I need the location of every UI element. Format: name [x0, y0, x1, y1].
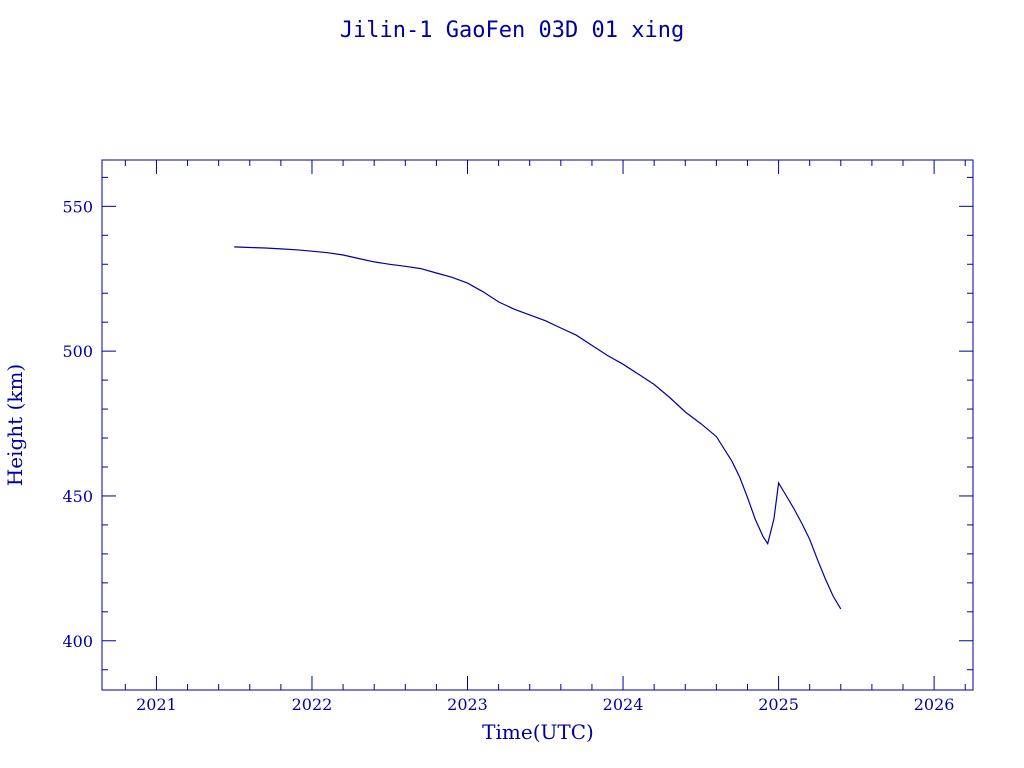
series-line: [234, 246, 842, 610]
x-tick-label: 2022: [292, 695, 333, 714]
x-tick-label: 2021: [136, 695, 177, 714]
x-tick-label: 2025: [758, 695, 799, 714]
x-axis-label: Time(UTC): [482, 720, 594, 744]
x-tick-labels: 2021 2022 2023 2024 2025 2026: [136, 695, 954, 714]
y-tick-label: 550: [62, 197, 93, 216]
y-tick-label: 500: [62, 342, 93, 361]
y-tick-label: 400: [62, 632, 93, 651]
axis-ticks: [102, 160, 973, 690]
x-tick-label: 2023: [447, 695, 488, 714]
x-tick-label: 2026: [914, 695, 955, 714]
plot-frame: [101, 159, 974, 691]
x-tick-label: 2024: [603, 695, 644, 714]
chart-title: Jilin-1 GaoFen 03D 01 xing: [340, 18, 684, 43]
y-tick-label: 450: [62, 487, 93, 506]
y-tick-labels: 400 450 500 550: [62, 197, 93, 650]
y-axis-label: Height (km): [3, 364, 27, 486]
